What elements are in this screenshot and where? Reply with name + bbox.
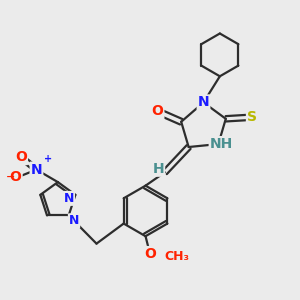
Text: O: O (152, 104, 164, 118)
Text: N: N (69, 214, 79, 227)
Text: O: O (15, 150, 27, 164)
Text: O: O (144, 247, 156, 261)
Text: O: O (10, 170, 22, 184)
Text: S: S (247, 110, 257, 124)
Text: −: − (5, 172, 15, 182)
Text: NH: NH (210, 137, 233, 151)
Text: N: N (31, 163, 42, 177)
Text: +: + (44, 154, 52, 164)
Text: CH₃: CH₃ (164, 250, 189, 263)
Text: H: H (152, 162, 164, 176)
Text: N: N (64, 192, 74, 205)
Text: N: N (198, 95, 209, 110)
